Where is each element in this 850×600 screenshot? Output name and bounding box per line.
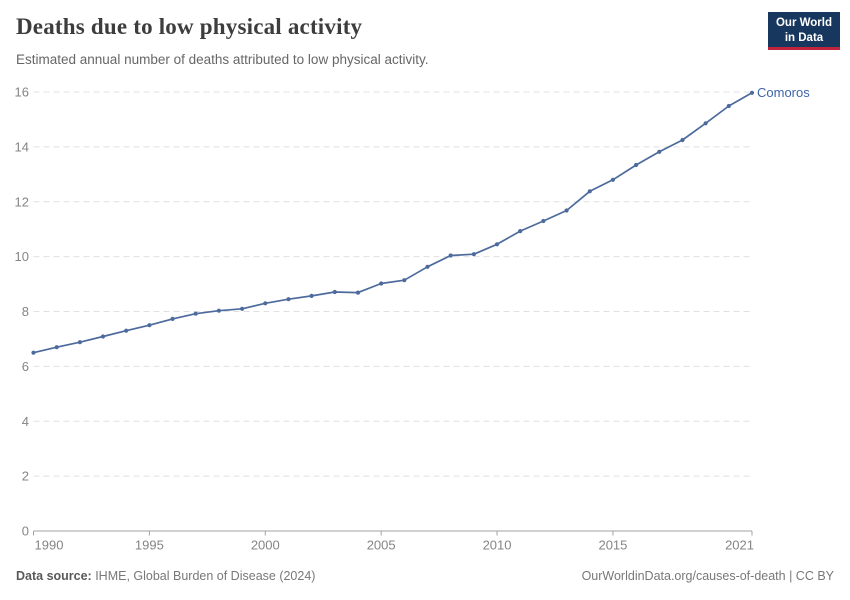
data-point[interactable] [518, 229, 523, 234]
data-point[interactable] [54, 345, 59, 350]
x-tick-label: 2000 [251, 538, 280, 553]
data-point[interactable] [749, 90, 755, 95]
data-point[interactable] [147, 323, 152, 328]
data-point[interactable] [31, 350, 36, 355]
data-point[interactable] [425, 264, 430, 269]
data-point[interactable] [494, 242, 500, 247]
data-point[interactable] [170, 316, 175, 321]
y-tick-label: 0 [22, 524, 29, 539]
data-source-label: Data source: [16, 569, 92, 583]
owid-logo[interactable]: Our World in Data [768, 12, 840, 50]
x-tick-label: 1995 [135, 538, 164, 553]
x-tick-label: 2010 [483, 538, 512, 553]
data-point[interactable] [703, 121, 708, 126]
x-tick-label: 2015 [598, 538, 627, 553]
x-tick-label: 2005 [367, 538, 396, 553]
owid-logo-line1: Our World [775, 17, 832, 29]
data-point[interactable] [680, 137, 685, 143]
data-point[interactable] [355, 290, 361, 295]
data-point[interactable] [286, 297, 291, 302]
data-point[interactable] [471, 252, 476, 257]
x-tick-label: 1990 [35, 538, 64, 553]
data-point[interactable] [379, 281, 384, 286]
data-point[interactable] [564, 208, 569, 213]
chart-subtitle: Estimated annual number of deaths attrib… [16, 52, 429, 67]
data-point[interactable] [193, 311, 198, 316]
data-point[interactable] [240, 306, 245, 311]
y-tick-label: 4 [22, 414, 29, 429]
owid-citation-link[interactable]: OurWorldinData.org/causes-of-death | CC … [581, 569, 834, 583]
data-point[interactable] [77, 340, 82, 345]
data-point[interactable] [309, 293, 314, 298]
data-point[interactable] [448, 253, 453, 258]
data-point[interactable] [263, 301, 268, 306]
y-tick-label: 8 [22, 304, 29, 319]
data-source-note: Data source: IHME, Global Burden of Dise… [16, 569, 315, 583]
page-title: Deaths due to low physical activity [16, 14, 363, 39]
data-point[interactable] [657, 149, 662, 154]
y-tick-label: 16 [15, 85, 29, 100]
owid-logo-line2: in Data [784, 31, 824, 44]
x-tick-label: 2021 [725, 538, 754, 553]
y-tick-label: 2 [22, 469, 29, 484]
data-point[interactable] [124, 328, 129, 333]
data-point[interactable] [100, 334, 106, 339]
data-point[interactable] [402, 278, 407, 283]
y-tick-label: 14 [15, 139, 29, 154]
y-tick-label: 12 [15, 194, 29, 209]
data-point[interactable] [634, 162, 639, 168]
series-label-comoros[interactable]: Comoros [757, 85, 810, 100]
y-tick-label: 10 [15, 249, 29, 264]
data-point[interactable] [587, 189, 592, 194]
data-point[interactable] [332, 289, 337, 295]
series-line[interactable] [32, 91, 753, 354]
data-point[interactable] [216, 308, 221, 313]
data-point[interactable] [726, 103, 731, 109]
data-point[interactable] [610, 177, 616, 182]
data-point[interactable] [541, 218, 546, 224]
y-tick-label: 6 [22, 359, 29, 374]
data-source-text: IHME, Global Burden of Disease (2024) [91, 569, 316, 583]
